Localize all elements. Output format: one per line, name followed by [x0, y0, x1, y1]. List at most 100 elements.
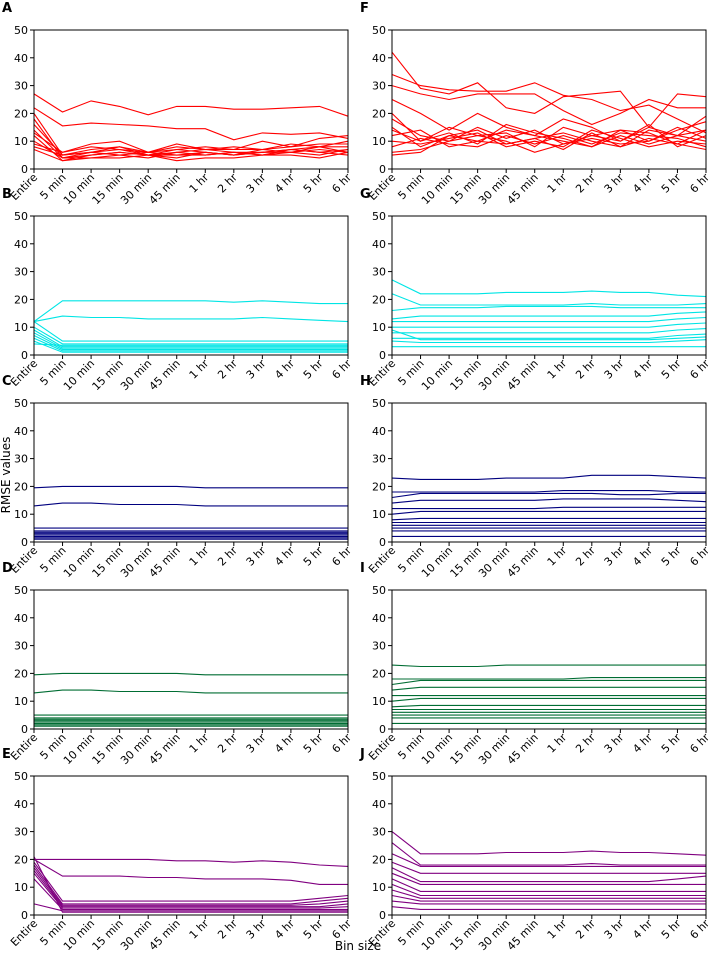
panel-letter: B	[2, 187, 12, 202]
x-tick-label: 4 hr	[630, 171, 655, 196]
x-tick-label: 10 min	[419, 171, 455, 207]
x-tick-label: 3 hr	[602, 357, 627, 382]
x-tick-label: 10 min	[61, 171, 97, 207]
x-tick-label: 5 hr	[659, 917, 684, 942]
x-tick-label: 15 min	[90, 544, 126, 580]
x-tick-label: 3 hr	[602, 171, 627, 196]
y-tick-label: 40	[14, 798, 28, 811]
series-line	[392, 322, 707, 328]
series-line	[33, 858, 348, 885]
x-tick-label: 1 hr	[187, 731, 212, 756]
y-tick-label: 0	[379, 909, 386, 922]
x-tick-label: 6 hr	[687, 544, 708, 569]
series-line	[33, 326, 348, 345]
x-tick-label: 1 hr	[545, 917, 570, 942]
series-line	[33, 340, 348, 353]
y-tick-label: 30	[372, 266, 386, 279]
series-line	[391, 894, 706, 902]
series-line	[391, 73, 707, 134]
panel-letter: C	[2, 374, 12, 389]
series-line	[391, 878, 706, 892]
x-tick-label: 10 min	[61, 544, 97, 580]
x-tick-label: 30 min	[118, 917, 154, 953]
y-tick-label: 20	[372, 293, 386, 306]
series-line	[34, 858, 349, 867]
x-tick-label: 15 min	[448, 171, 484, 207]
x-tick-label: 1 hr	[545, 171, 570, 196]
plot-frame	[391, 29, 707, 170]
series-line	[391, 99, 707, 142]
x-tick-label: 45 min	[505, 917, 541, 953]
series-line	[391, 123, 707, 151]
series-line	[33, 132, 349, 153]
x-tick-label: 45 min	[147, 544, 183, 580]
series-line	[391, 51, 707, 129]
x-tick-label: 3 hr	[602, 731, 627, 756]
series-line	[391, 126, 707, 148]
y-tick-label: 0	[379, 723, 386, 736]
y-axis-label: RMSE values	[0, 437, 13, 514]
series-line	[392, 333, 707, 339]
y-tick-label: 20	[372, 107, 386, 120]
series-line	[33, 343, 348, 346]
x-tick-label: 10 min	[61, 917, 97, 953]
series-line	[33, 867, 349, 906]
x-tick-label: 45 min	[147, 171, 183, 207]
panel-letter: F	[360, 1, 369, 16]
x-tick-label: 3 hr	[602, 917, 627, 942]
x-tick-label: 30 min	[118, 731, 154, 767]
plot-frame	[391, 589, 707, 730]
x-tick-label: 5 hr	[301, 357, 326, 382]
series-line	[33, 335, 348, 350]
x-tick-label: 30 min	[476, 544, 512, 580]
x-tick-label: 30 min	[476, 357, 512, 393]
y-tick-label: 30	[372, 826, 386, 839]
x-tick-label: 5 hr	[659, 171, 684, 196]
series-line	[33, 485, 348, 489]
series-line	[391, 329, 707, 341]
y-tick-label: 40	[372, 425, 386, 438]
y-tick-label: 10	[14, 695, 28, 708]
series-line	[391, 889, 706, 899]
panel-letter: G	[360, 187, 371, 202]
series-line	[33, 329, 348, 348]
series-group	[391, 474, 707, 537]
series-line	[391, 853, 706, 867]
panel-letter: H	[360, 374, 371, 389]
x-tick-label: 30 min	[476, 171, 512, 207]
x-tick-label: 45 min	[505, 731, 541, 767]
x-tick-label: 2 hr	[215, 544, 240, 569]
x-tick-label: 3 hr	[244, 917, 269, 942]
x-tick-label: 3 hr	[244, 171, 269, 196]
series-line	[391, 842, 706, 866]
x-tick-label: 6 hr	[329, 544, 354, 569]
y-tick-label: 20	[14, 853, 28, 866]
y-tick-label: 40	[372, 798, 386, 811]
x-tick-label: 5 hr	[659, 731, 684, 756]
series-line	[33, 321, 348, 342]
x-tick-label: 4 hr	[272, 544, 297, 569]
y-tick-label: 20	[372, 667, 386, 680]
x-tick-label: 1 hr	[545, 731, 570, 756]
series-line	[33, 93, 349, 117]
x-tick-label: 10 min	[61, 357, 97, 393]
y-tick-label: 40	[14, 238, 28, 251]
series-group	[391, 664, 706, 724]
x-tick-label: 6 hr	[329, 171, 354, 196]
series-line	[391, 115, 707, 156]
y-tick-label: 30	[14, 826, 28, 839]
y-tick-label: 0	[21, 536, 28, 549]
y-tick-label: 30	[14, 80, 28, 93]
plot-frame	[391, 215, 707, 356]
y-tick-label: 50	[14, 210, 28, 223]
x-tick-label: 10 min	[419, 357, 455, 393]
y-tick-label: 10	[372, 135, 386, 148]
